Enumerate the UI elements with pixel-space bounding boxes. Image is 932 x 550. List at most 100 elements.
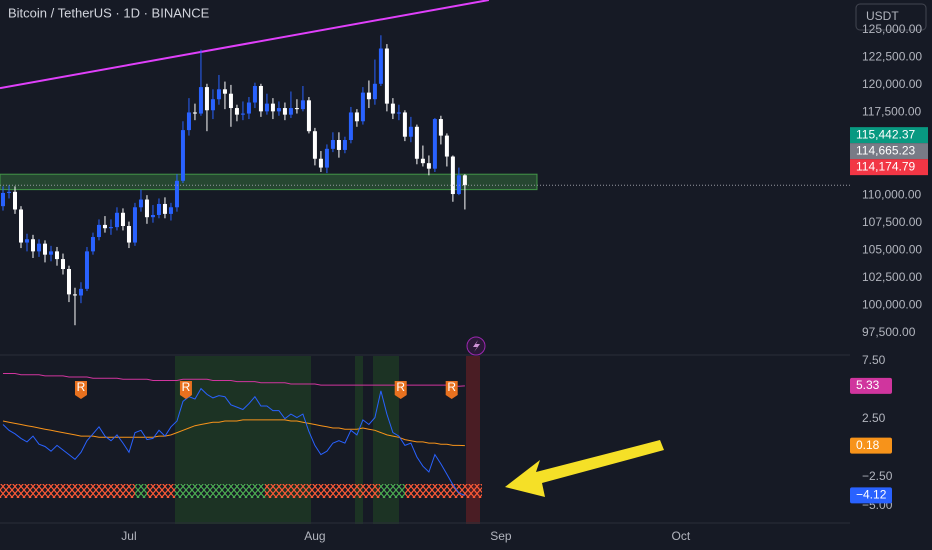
price-label-box — [850, 127, 928, 144]
candle-body — [192, 112, 197, 114]
candle-body — [144, 199, 149, 218]
candle-body — [126, 226, 131, 243]
candle-body — [330, 140, 335, 149]
y-tick-label: 125,000.00 — [862, 22, 922, 36]
candle-body — [186, 112, 191, 131]
candle-body — [174, 180, 179, 208]
signal-marker-label: R — [182, 380, 191, 394]
candle-body — [432, 119, 437, 169]
value-label-box — [850, 437, 892, 454]
candle-body — [72, 294, 77, 296]
candle-body — [420, 158, 425, 164]
candle-body — [138, 199, 143, 208]
y-tick-label: 7.50 — [862, 353, 886, 367]
candle-body — [96, 224, 101, 238]
candle-body — [336, 140, 341, 150]
candle-body — [0, 192, 5, 207]
candle-body — [426, 163, 431, 169]
y-tick-label: 110,000.00 — [862, 187, 921, 201]
candle-body — [132, 207, 137, 243]
indicator-line — [3, 373, 465, 387]
signal-shade — [466, 356, 480, 524]
signal-marker-label: R — [396, 380, 405, 394]
candle-body — [396, 112, 401, 114]
y-tick-label: 102,500.00 — [862, 270, 922, 284]
y-tick-label: 107,500.00 — [862, 215, 922, 229]
candle-body — [462, 175, 467, 186]
candle-body — [216, 89, 221, 100]
candle-body — [408, 126, 413, 137]
value-label: 0.18 — [856, 438, 880, 452]
candle-body — [288, 108, 293, 115]
candle-body — [114, 212, 119, 228]
candle-body — [180, 130, 185, 181]
candle-body — [78, 288, 83, 296]
x-tick-label: Sep — [490, 529, 512, 543]
value-label-box — [850, 487, 892, 504]
candle-body — [276, 108, 281, 112]
candle-body — [456, 175, 461, 195]
pointer-arrow — [505, 440, 664, 497]
y-tick-label: 120,000.00 — [862, 77, 922, 91]
candle-body — [372, 83, 377, 100]
candle-body — [36, 243, 41, 252]
signal-marker — [179, 381, 192, 399]
candle-body — [156, 203, 161, 215]
candle-body — [366, 92, 371, 100]
candle-body — [342, 140, 347, 150]
support-zone — [0, 173, 538, 191]
candle-body — [402, 112, 407, 137]
signal-marker-label: R — [447, 380, 456, 394]
x-tick-label: Aug — [304, 529, 325, 543]
candle-body — [312, 131, 317, 159]
candle-body — [246, 102, 251, 114]
candle-body — [42, 243, 47, 255]
signal-shade — [355, 356, 363, 524]
candle-body — [66, 269, 71, 295]
price-label: 114,665.23 — [856, 143, 915, 157]
candle-body — [222, 89, 227, 94]
price-label-box — [850, 159, 928, 176]
candle-body — [108, 227, 113, 229]
candle-body — [162, 203, 167, 214]
candle-body — [306, 100, 311, 132]
y-tick-label: 105,000.00 — [862, 242, 922, 256]
value-label: 5.33 — [856, 378, 880, 392]
event-icon-bolt — [473, 340, 480, 352]
trendline — [0, 0, 490, 90]
price-label-box — [850, 143, 928, 160]
indicator-line — [2, 387, 466, 496]
y-tick-label: −2.50 — [862, 469, 893, 483]
price-label: 115,442.37 — [856, 127, 915, 141]
y-tick-label: 97,500.00 — [862, 325, 916, 339]
signal-band — [380, 484, 405, 498]
candle-body — [48, 251, 53, 255]
value-label-box — [850, 377, 892, 394]
signal-band — [135, 484, 147, 498]
candle-body — [384, 48, 389, 104]
signal-marker-label: R — [77, 380, 86, 394]
candle-body — [234, 108, 239, 115]
indicator-line — [2, 419, 465, 447]
candle-body — [240, 113, 245, 115]
candle-body — [6, 191, 11, 193]
value-label: −4.12 — [856, 488, 887, 502]
candle-body — [24, 239, 29, 243]
y-tick-label: 122,500.00 — [862, 50, 922, 64]
x-tick-label: Oct — [672, 529, 691, 543]
signal-marker — [445, 381, 458, 399]
candle-body — [150, 214, 155, 218]
candle-body — [198, 87, 203, 114]
candle-body — [378, 48, 383, 84]
price-axis — [850, 0, 932, 550]
candle-body — [120, 212, 125, 227]
candle-body — [84, 251, 89, 289]
candle-body — [264, 103, 269, 112]
chart-title: Bitcoin / TetherUS · 1D · BINANCE — [8, 5, 210, 20]
candle-body — [438, 119, 443, 136]
candle-body — [102, 224, 107, 229]
candle-body — [390, 103, 395, 114]
y-tick-label: 100,000.00 — [862, 298, 922, 312]
currency-button[interactable] — [855, 3, 927, 31]
